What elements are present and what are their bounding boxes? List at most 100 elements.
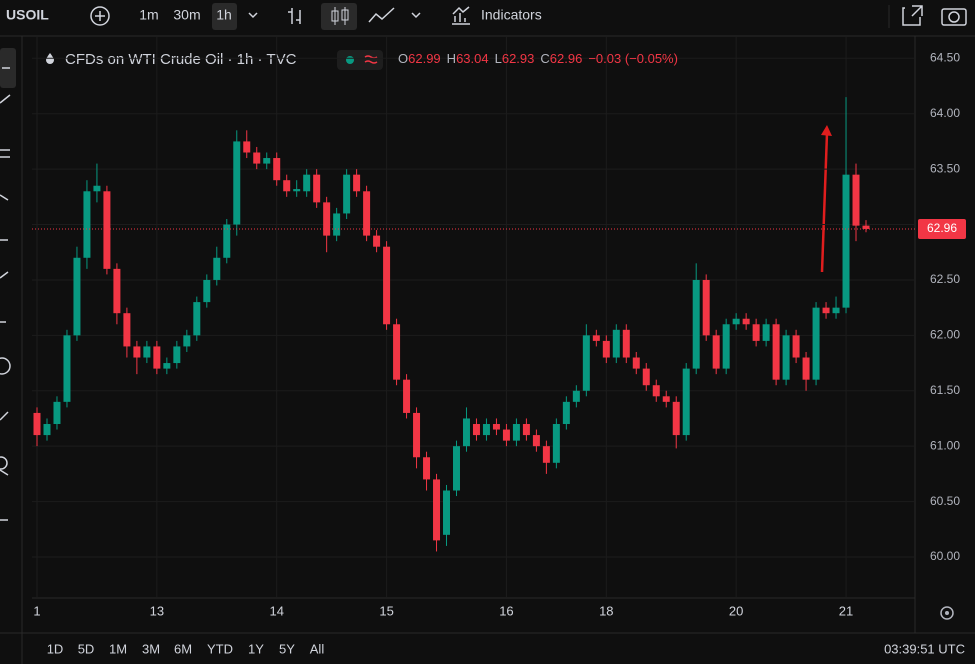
status-pill — [337, 50, 383, 70]
candle-body — [742, 318, 750, 325]
candle-body — [732, 318, 740, 325]
candle-body — [143, 346, 151, 358]
candle-body — [682, 368, 690, 436]
candle-body — [482, 424, 490, 436]
series-title: CFDs on WTI Crude Oil · 1h · TVC — [65, 51, 297, 68]
axis-settings-dot — [945, 611, 949, 615]
candle-body — [492, 424, 500, 430]
candle-body — [233, 141, 241, 225]
add-symbol-icon[interactable] — [90, 6, 110, 26]
candle-body — [502, 429, 510, 441]
change: −0.03 (−0.05%) — [588, 51, 678, 66]
range-button[interactable]: 1Y — [248, 641, 264, 656]
y-tick-label: 62.00 — [930, 328, 960, 342]
bars-icon[interactable] — [288, 8, 301, 24]
market-status — [346, 56, 354, 64]
candle-body — [383, 246, 391, 325]
candle-body — [393, 324, 401, 380]
candle-body — [712, 335, 720, 369]
candle-body — [552, 424, 560, 463]
ohlc-key: O — [398, 51, 409, 66]
interval-dropdown[interactable] — [248, 12, 258, 19]
candle-body — [353, 174, 361, 192]
range-button[interactable]: 3M — [142, 641, 160, 656]
ohlc-key: C — [540, 51, 550, 66]
candle-body — [612, 329, 620, 358]
candle-body — [652, 385, 660, 397]
candle-body — [283, 180, 291, 192]
candle-body — [582, 335, 590, 391]
candle-body — [33, 412, 41, 436]
x-tick-label: 13 — [150, 603, 164, 618]
indicators-button[interactable]: Indicators — [481, 7, 542, 23]
last-price-label: 62.96 — [927, 221, 957, 235]
candle-body — [253, 152, 261, 164]
candle-body — [413, 412, 421, 458]
clock: 03:39:51 UTC — [884, 641, 965, 656]
drawing-tools[interactable] — [0, 67, 11, 521]
indicators-icon — [452, 6, 470, 25]
interval-button[interactable]: 1h — [216, 7, 232, 23]
ohlc-value: 62.96 — [549, 51, 583, 66]
candle-body — [183, 335, 191, 347]
x-tick-label: 16 — [499, 603, 513, 618]
chart-type-dropdown[interactable] — [411, 12, 421, 19]
ohlc-value: 62.93 — [501, 51, 535, 66]
ohlc-item: L62.93 — [495, 51, 535, 66]
candle-body — [522, 424, 530, 436]
fullscreen-icon[interactable] — [902, 5, 923, 26]
x-tick-label: 21 — [839, 603, 853, 618]
candle-body — [333, 213, 341, 236]
add-symbol-plus — [95, 11, 105, 21]
range-button[interactable]: 1D — [47, 641, 64, 656]
range-button[interactable]: 1M — [109, 641, 127, 656]
candle-body — [472, 424, 480, 436]
candle-body — [363, 191, 371, 236]
candle-body — [223, 224, 231, 258]
interval-button[interactable]: 30m — [173, 7, 200, 23]
candle-body — [852, 174, 860, 226]
range-button[interactable]: 5Y — [279, 641, 295, 656]
tool-icon[interactable] — [0, 357, 11, 375]
candle-body — [343, 174, 351, 214]
candle-body — [213, 257, 221, 280]
y-tick-label: 64.00 — [930, 106, 960, 120]
last-price-tag — [918, 218, 966, 239]
snapshot-icon[interactable] — [941, 8, 967, 26]
candle-body — [662, 396, 670, 402]
y-tick-label: 61.00 — [930, 438, 960, 452]
axis-settings[interactable] — [940, 606, 954, 620]
candle-body — [123, 313, 131, 347]
candle-body — [452, 446, 460, 491]
candle-body — [512, 424, 520, 441]
range-button[interactable]: All — [310, 641, 325, 656]
range-button[interactable]: YTD — [207, 641, 233, 656]
x-tick-label: 1 — [33, 603, 40, 618]
candle-body — [762, 324, 770, 341]
range-button[interactable]: 5D — [78, 641, 95, 656]
y-tick-label: 60.50 — [930, 494, 960, 508]
candle-body — [462, 418, 470, 447]
symbol[interactable]: USOIL — [6, 7, 49, 23]
area-icon[interactable] — [368, 7, 395, 23]
ohlc-key: L — [494, 51, 502, 66]
ohlc-value: 62.99 — [408, 51, 441, 66]
candle-icon-body — [341, 9, 349, 21]
candle-body — [273, 158, 281, 181]
candle-body — [602, 340, 610, 358]
ohlc-key: H — [446, 51, 457, 66]
candle-body — [163, 363, 171, 369]
range-button[interactable]: 6M — [174, 641, 192, 656]
y-tick-label: 60.00 — [930, 549, 960, 563]
candle-body — [642, 368, 650, 386]
candle-body — [792, 335, 800, 358]
zoom-icon[interactable] — [0, 456, 8, 470]
candle-body — [303, 174, 311, 192]
candle-body — [293, 189, 301, 192]
interval-button[interactable]: 1m — [139, 7, 158, 23]
ohlc-value: 63.04 — [456, 51, 489, 66]
candle-body — [103, 191, 111, 269]
candle-body — [672, 401, 680, 436]
